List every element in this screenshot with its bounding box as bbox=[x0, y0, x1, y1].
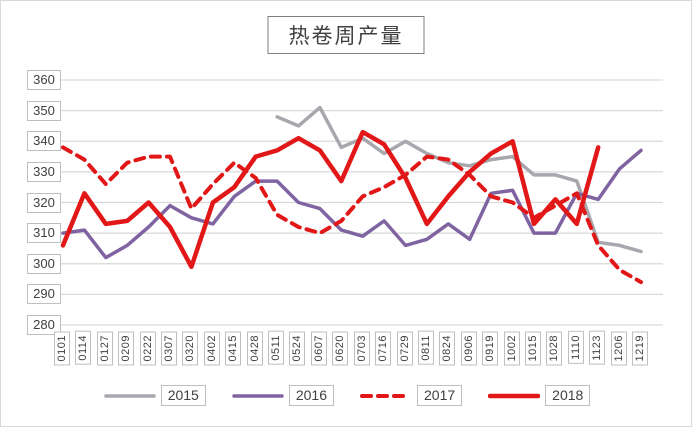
y-axis-label: 350 bbox=[27, 100, 61, 121]
series-line-2017 bbox=[61, 145, 643, 285]
y-axis-label: 300 bbox=[27, 253, 61, 274]
x-axis-label: 0919 bbox=[482, 331, 499, 366]
y-axis-label: 280 bbox=[27, 315, 61, 335]
legend-label: 2016 bbox=[288, 385, 334, 406]
x-axis-label: 0428 bbox=[246, 331, 263, 366]
x-axis-label: 0716 bbox=[375, 331, 392, 366]
legend-item-2015: 2015 bbox=[103, 385, 206, 406]
legend-item-2018: 2018 bbox=[488, 385, 591, 406]
series-line-2018 bbox=[60, 129, 601, 270]
legend-swatch bbox=[232, 393, 284, 398]
legend-label: 2017 bbox=[417, 385, 463, 406]
x-axis-label: 1015 bbox=[524, 331, 541, 366]
y-axis-label: 340 bbox=[27, 131, 61, 152]
x-axis-label: 1219 bbox=[632, 331, 648, 366]
x-axis-label: 0511 bbox=[268, 331, 285, 365]
x-axis-label: 0620 bbox=[332, 331, 349, 366]
x-axis-label: 0824 bbox=[439, 331, 456, 366]
x-axis-label: 0127 bbox=[96, 331, 113, 366]
x-axis-label: 0703 bbox=[353, 331, 370, 366]
y-axis-label: 360 bbox=[27, 70, 61, 90]
x-axis-label: 0906 bbox=[460, 331, 477, 366]
x-axis-label: 0524 bbox=[289, 331, 306, 366]
x-axis-label: 0307 bbox=[161, 331, 178, 366]
legend: 2015 2016 2017 2018 bbox=[1, 385, 691, 406]
x-axis-label: 0209 bbox=[118, 331, 135, 366]
x-axis-label: 0402 bbox=[203, 331, 220, 366]
y-axis-label: 310 bbox=[27, 223, 61, 244]
legend-swatch bbox=[360, 393, 412, 398]
legend-item-2017: 2017 bbox=[360, 385, 463, 406]
legend-item-2016: 2016 bbox=[232, 385, 334, 406]
x-axis-label: 1002 bbox=[503, 331, 520, 366]
x-axis-label: 0101 bbox=[54, 331, 70, 366]
x-axis-label: 1028 bbox=[546, 331, 563, 366]
x-axis-label: 0114 bbox=[75, 331, 92, 365]
x-axis-label: 0729 bbox=[396, 331, 413, 366]
y-axis-label: 320 bbox=[27, 192, 61, 213]
legend-label: 2018 bbox=[545, 385, 591, 406]
y-axis-label: 330 bbox=[27, 161, 61, 182]
x-axis-label: 0811 bbox=[417, 331, 434, 365]
x-axis-label: 1110 bbox=[567, 331, 584, 364]
legend-swatch bbox=[103, 393, 156, 398]
legend-label: 2015 bbox=[160, 385, 206, 406]
legend-swatch bbox=[488, 393, 541, 398]
x-axis-label: 0222 bbox=[139, 331, 156, 366]
series-line-2015 bbox=[275, 105, 643, 254]
chart-title: 热卷周产量 bbox=[267, 16, 425, 54]
y-axis-label: 290 bbox=[27, 284, 61, 305]
x-axis-label: 0607 bbox=[310, 331, 327, 366]
x-axis-label: 1206 bbox=[610, 331, 627, 366]
x-axis-label: 0415 bbox=[225, 331, 242, 366]
x-axis-label: 0320 bbox=[182, 331, 199, 366]
x-axis-label: 1123 bbox=[589, 331, 606, 365]
